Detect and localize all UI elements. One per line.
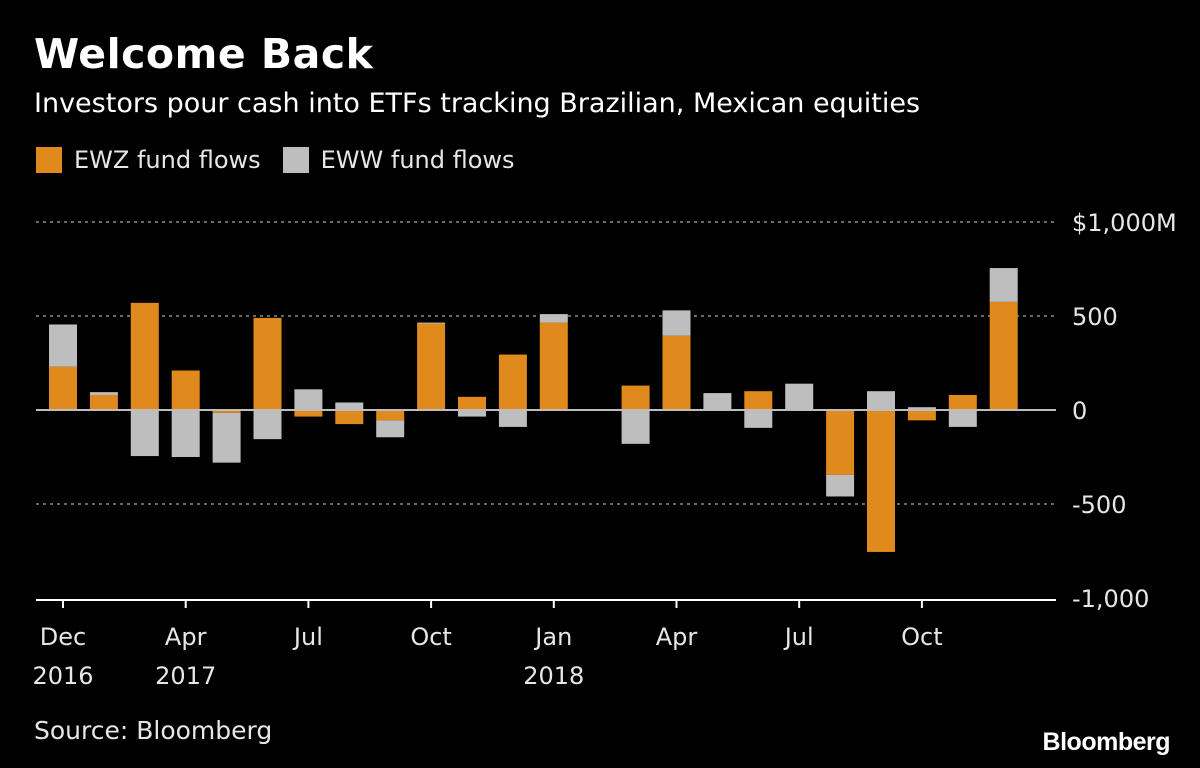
bar-eww [171,410,200,457]
bar-ewz [294,410,323,417]
bar-eww [130,410,159,457]
x-tick-label: Oct [901,623,943,651]
legend-label-ewz: EWZ fund flows [74,146,261,174]
bar-eww [703,393,732,410]
bloomberg-logo: Bloomberg [1042,728,1171,756]
bar-ewz [539,322,568,410]
x-tick-label: Jan [533,623,572,651]
x-tick-year-label: 2018 [523,662,584,690]
y-tick-label: 0 [1072,397,1087,425]
bar-eww [335,402,364,410]
bar-ewz [212,410,241,413]
bar-eww [212,412,241,463]
bar-eww [785,383,814,410]
y-tick-label: 500 [1072,303,1118,331]
x-tick-label: Jul [292,623,323,651]
bar-eww [867,391,895,410]
legend: EWZ fund flows EWW fund flows [36,146,537,174]
bar-eww [89,392,118,395]
bar-eww [458,410,486,417]
x-tick-label: Apr [656,623,698,651]
bar-eww [907,407,936,410]
bar-eww [49,324,77,367]
bar-ewz [335,410,364,425]
source-note: Source: Bloomberg [34,716,273,745]
bar-ewz [376,410,405,421]
bar-ewz [907,410,936,421]
bar-eww [376,420,405,438]
x-tick-label: Oct [410,623,452,651]
bar-eww [294,389,323,410]
x-tick-label: Jul [783,623,814,651]
bar-ewz [89,394,118,410]
legend-label-eww: EWW fund flows [320,146,515,174]
x-tick-label: Apr [165,623,207,651]
bar-ewz [49,366,77,410]
y-tick-label: $1,000M [1072,209,1177,237]
bar-ewz [662,335,691,410]
bar-ewz [826,410,855,475]
bar-eww [539,314,568,323]
bar-ewz [744,391,773,410]
x-tick-year-label: 2017 [155,662,216,690]
bar-eww [621,410,650,444]
bar-eww [498,410,527,427]
legend-item-eww: EWW fund flows [282,146,515,174]
x-tick-year-label: 2016 [32,662,93,690]
bar-ewz [253,317,282,410]
bar-ewz [417,323,446,410]
bar-ewz [498,354,527,410]
bar-eww [417,322,446,324]
bar-ewz [458,396,486,410]
bar-eww [662,310,691,336]
x-tick-label: Dec [40,623,86,651]
bar-ewz [948,394,977,410]
bar-eww [826,474,855,497]
bar-eww [948,410,977,427]
legend-item-ewz: EWZ fund flows [36,146,261,174]
bar-eww [253,410,282,440]
bar-ewz [989,301,1018,410]
legend-swatch-eww [282,147,309,173]
bar-ewz [621,385,650,410]
legend-swatch-ewz [36,147,62,173]
bar-ewz [171,370,200,410]
y-tick-label: -1,000 [1072,585,1149,613]
y-tick-label: -500 [1072,491,1126,519]
bar-eww [989,268,1018,302]
chart-title: Welcome Back [34,30,374,78]
chart-subtitle: Investors pour cash into ETFs tracking B… [34,88,921,119]
bar-ewz [867,410,895,552]
bar-ewz [130,302,159,410]
bar-eww [744,410,773,428]
